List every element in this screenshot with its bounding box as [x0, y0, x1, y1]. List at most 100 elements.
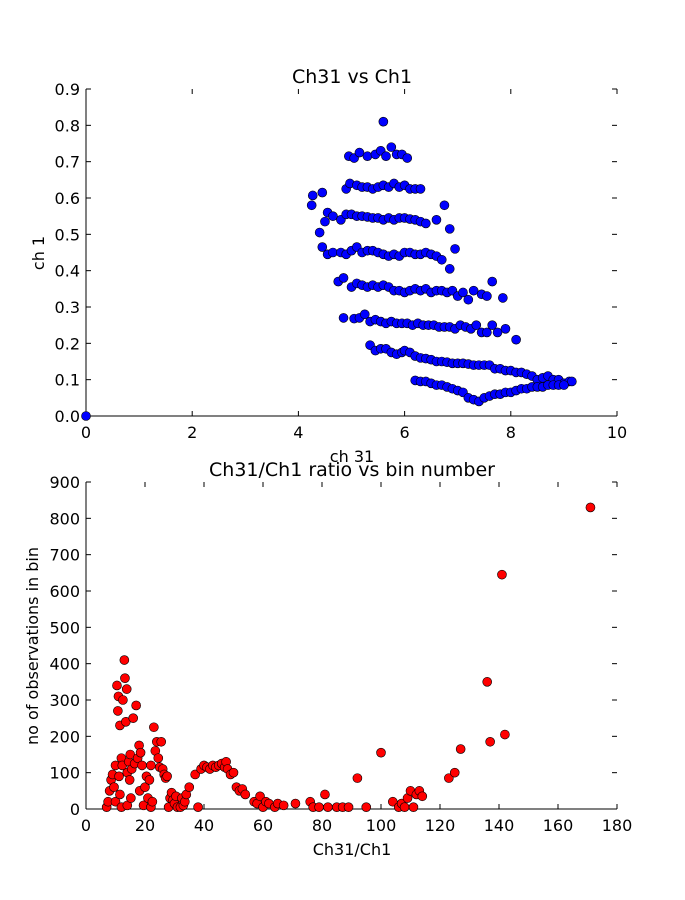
data-point: [487, 276, 498, 287]
data-point: [362, 151, 373, 162]
y-tick-label: 300: [49, 691, 80, 710]
data-point: [115, 789, 125, 800]
data-point: [149, 722, 159, 733]
y-tick-label: 0.7: [55, 153, 80, 172]
data-point: [124, 775, 135, 785]
data-point: [500, 729, 510, 740]
y-tick-label: 600: [49, 582, 80, 601]
data-point: [468, 285, 479, 296]
data-point: [110, 796, 121, 807]
data-point: [119, 655, 130, 665]
x-tick-label: 0: [81, 816, 91, 835]
x-tick-label: 160: [543, 816, 574, 835]
y-tick-label: 700: [49, 546, 80, 565]
data-point: [144, 775, 155, 785]
y-tick-label: 0.2: [55, 334, 80, 353]
data-point: [444, 773, 454, 783]
x-tick-label: 8: [506, 423, 516, 442]
data-point: [290, 798, 301, 809]
data-point: [487, 320, 498, 330]
data-point: [128, 713, 138, 723]
y-axis-ticks: 0 100 200 300 400 500 600 700 800 900: [49, 473, 617, 819]
data-point: [378, 116, 389, 127]
data-point: [485, 736, 495, 747]
x-tick-label: 10: [607, 423, 627, 442]
data-point: [352, 773, 363, 783]
y-tick-label: 0.8: [55, 116, 80, 135]
data-point: [436, 254, 447, 265]
data-point: [450, 244, 460, 254]
data-point: [381, 151, 391, 162]
data-point: [463, 294, 474, 305]
y-tick-label: 500: [49, 618, 80, 637]
data-point: [359, 309, 370, 320]
y-tick-label: 0.1: [55, 371, 80, 390]
x-axis-label: ch 31: [330, 447, 374, 466]
data-point: [120, 673, 130, 684]
x-tick-label: 180: [602, 816, 633, 835]
data-point: [417, 791, 428, 802]
data-point: [482, 291, 492, 301]
data-point: [449, 767, 460, 778]
x-axis-ticks: 0 20 40 60 80 100 120 140 160 180: [81, 482, 632, 835]
data-point: [354, 147, 365, 158]
x-axis-label: Ch31/Ch1: [313, 840, 392, 859]
data-point: [338, 273, 349, 283]
data-point: [307, 190, 318, 201]
x-tick-label: 4: [293, 423, 303, 442]
y-tick-label: 0.9: [55, 80, 80, 99]
data-point: [328, 211, 338, 221]
y-tick-label: 0.6: [55, 189, 80, 208]
y-axis-label: ch 1: [29, 236, 48, 270]
y-tick-label: 0.0: [55, 407, 80, 426]
data-point: [228, 767, 239, 778]
data-point: [118, 695, 128, 705]
data-point: [376, 747, 386, 758]
data-point: [317, 187, 328, 198]
chart-title: Ch31/Ch1 ratio vs bin number: [209, 459, 495, 481]
data-point: [306, 200, 317, 211]
data-point: [498, 293, 508, 303]
data-point: [455, 744, 466, 754]
data-point: [421, 218, 431, 229]
data-point: [193, 802, 203, 812]
data-point: [343, 802, 354, 812]
data-point: [511, 334, 521, 345]
data-point: [112, 680, 122, 691]
x-tick-label: 80: [312, 816, 332, 835]
data-point: [471, 320, 482, 330]
data-point: [126, 793, 136, 803]
data-point: [458, 287, 468, 298]
data-point: [317, 242, 328, 252]
data-point: [140, 782, 150, 793]
x-tick-label: 40: [194, 816, 214, 835]
y-tick-label: 200: [49, 727, 80, 746]
data-point: [439, 200, 450, 211]
y-axis-label: no of observations in bin: [23, 547, 42, 745]
data-point: [320, 789, 330, 800]
y-tick-label: 0.5: [55, 225, 80, 244]
data-point: [492, 327, 503, 338]
data-point: [137, 760, 147, 771]
data-point: [415, 184, 426, 194]
y-tick-label: 800: [49, 509, 80, 528]
x-tick-label: 20: [135, 816, 155, 835]
chart-title: Ch31 vs Ch1: [292, 66, 412, 88]
y-tick-label: 100: [49, 764, 80, 783]
data-point: [386, 142, 397, 152]
x-tick-label: 140: [484, 816, 515, 835]
data-point: [361, 802, 372, 812]
data-point: [190, 769, 200, 780]
y-tick-label: 0.4: [55, 262, 80, 281]
data-point: [323, 802, 333, 812]
y-tick-label: 900: [49, 473, 80, 492]
data-point: [408, 802, 419, 812]
x-tick-label: 2: [187, 423, 197, 442]
data-point: [482, 677, 493, 687]
data-point: [240, 789, 251, 800]
data-point: [146, 760, 156, 771]
data-point: [559, 380, 569, 390]
y-tick-label: 0: [70, 800, 80, 819]
y-tick-label: 400: [49, 655, 80, 674]
